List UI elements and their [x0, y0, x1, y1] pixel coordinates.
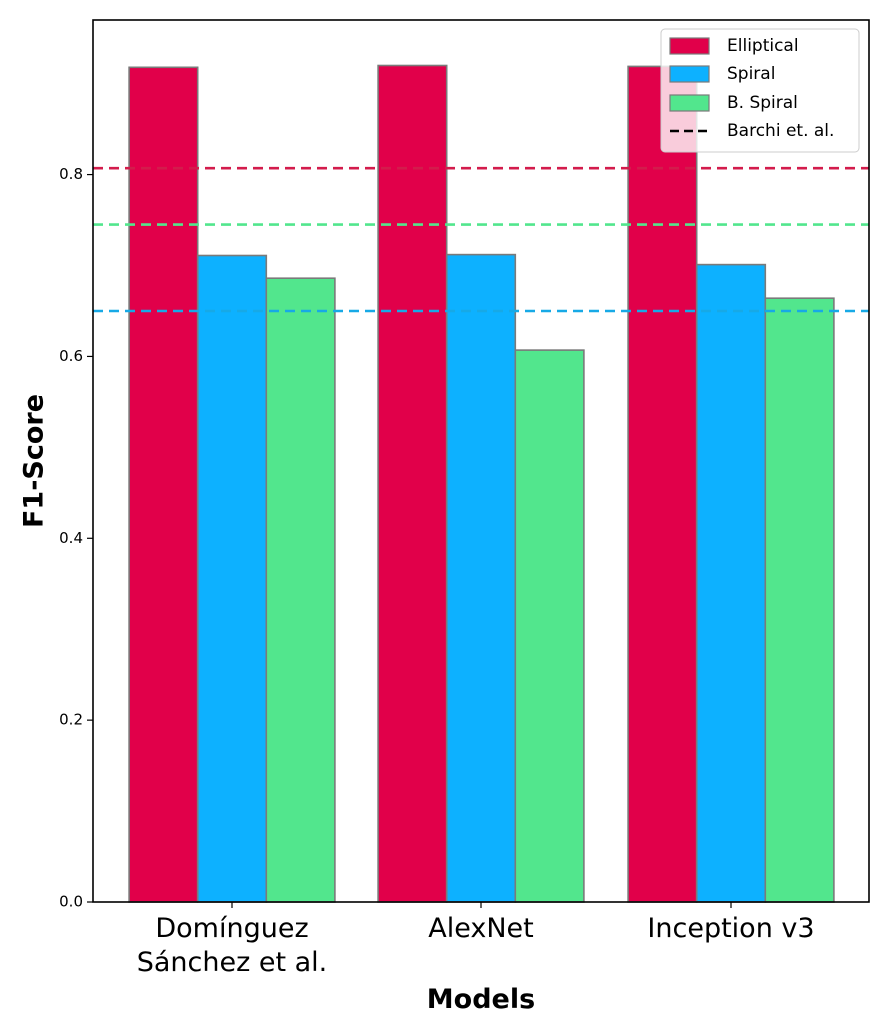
bars: [128, 64, 835, 903]
legend-label: B. Spiral: [727, 93, 798, 113]
legend-swatch-b-spiral: [669, 94, 710, 112]
bar-elliptical-0: [128, 66, 199, 903]
y-axis-title: F1-Score: [19, 394, 50, 528]
legend-label: Spiral: [727, 64, 775, 84]
legend-label: Barchi et. al.: [727, 121, 834, 141]
y-tick-label: 0.8: [59, 165, 83, 183]
bar-b-spiral-1: [514, 349, 585, 903]
x-tick-label: Sánchez et al.: [137, 947, 328, 978]
x-tick-label: Domínguez: [155, 913, 308, 944]
reference-lines: [93, 166, 869, 313]
bar-spiral-2: [695, 263, 767, 903]
bar-b-spiral-0: [265, 277, 336, 903]
legend-swatch-spiral: [669, 65, 710, 83]
x-tick-label: AlexNet: [428, 913, 533, 944]
bar-spiral-1: [445, 253, 517, 903]
bar-spiral-0: [196, 254, 268, 903]
y-tick-label: 0.2: [59, 711, 83, 729]
bar-elliptical-2: [627, 65, 698, 903]
legend-box: [660, 28, 860, 153]
y-tick-label: 0.4: [59, 529, 83, 547]
legend-label: Elliptical: [727, 36, 799, 56]
legend-swatch-elliptical: [669, 37, 710, 55]
x-axis-title: Models: [427, 984, 535, 1015]
bar-b-spiral-2: [764, 297, 835, 903]
y-axis-ticks: 0.0 0.2 0.4 0.6 0.8: [59, 165, 93, 911]
y-tick-label: 0.0: [59, 893, 83, 911]
legend: Elliptical Spiral B. Spiral Barchi et. al.: [660, 28, 860, 153]
bar-elliptical-1: [377, 64, 448, 903]
y-tick-label: 0.6: [59, 347, 83, 365]
x-tick-label: Inception v3: [647, 913, 814, 944]
